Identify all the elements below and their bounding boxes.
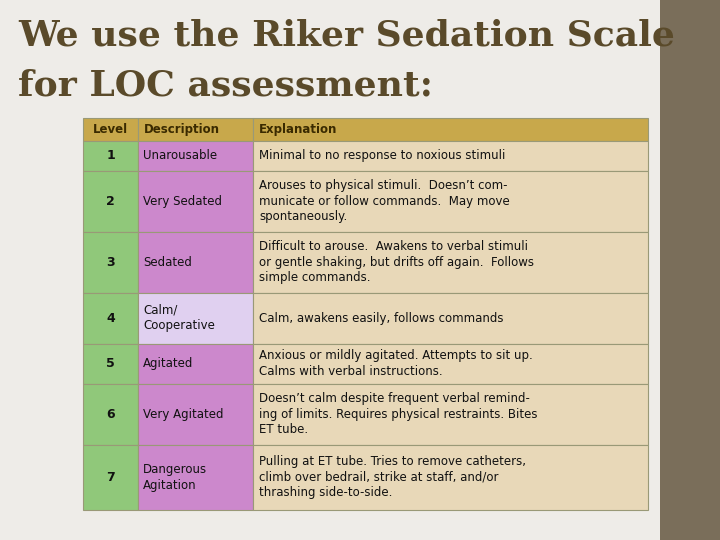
Bar <box>138 171 253 232</box>
Bar <box>253 171 648 232</box>
Text: Unarousable: Unarousable <box>143 150 217 163</box>
Bar <box>83 232 138 293</box>
Text: Description: Description <box>144 123 220 136</box>
Bar <box>253 444 648 510</box>
Text: Arouses to physical stimuli.  Doesn’t com-
municate or follow commands.  May mov: Arouses to physical stimuli. Doesn’t com… <box>259 179 510 223</box>
Bar <box>83 118 138 141</box>
Text: Sedated: Sedated <box>143 256 192 269</box>
Bar <box>83 293 138 343</box>
Text: Pulling at ET tube. Tries to remove catheters,
climb over bedrail, strike at sta: Pulling at ET tube. Tries to remove cath… <box>259 455 526 500</box>
Bar <box>138 343 253 383</box>
Text: Difficult to arouse.  Awakens to verbal stimuli
or gentle shaking, but drifts of: Difficult to arouse. Awakens to verbal s… <box>259 240 534 285</box>
Bar <box>138 383 253 444</box>
Bar <box>83 383 138 444</box>
Text: Doesn’t calm despite frequent verbal remind-
ing of limits. Requires physical re: Doesn’t calm despite frequent verbal rem… <box>259 392 538 436</box>
Bar <box>83 141 138 171</box>
Bar <box>138 232 253 293</box>
Text: Minimal to no response to noxious stimuli: Minimal to no response to noxious stimul… <box>259 150 505 163</box>
Text: 3: 3 <box>106 256 114 269</box>
Bar <box>138 141 253 171</box>
Bar <box>138 293 253 343</box>
Text: 7: 7 <box>106 471 115 484</box>
Text: Level: Level <box>93 123 128 136</box>
Text: Very Sedated: Very Sedated <box>143 195 222 208</box>
Text: 2: 2 <box>106 195 115 208</box>
Text: Agitated: Agitated <box>143 357 194 370</box>
Bar <box>253 118 648 141</box>
Text: Explanation: Explanation <box>259 123 338 136</box>
Bar <box>253 141 648 171</box>
Text: 1: 1 <box>106 150 115 163</box>
Text: Anxious or mildly agitated. Attempts to sit up.
Calms with verbal instructions.: Anxious or mildly agitated. Attempts to … <box>259 349 533 378</box>
Text: Calm/
Cooperative: Calm/ Cooperative <box>143 304 215 333</box>
Text: Calm, awakens easily, follows commands: Calm, awakens easily, follows commands <box>259 312 503 325</box>
Bar <box>660 0 720 540</box>
Bar <box>253 293 648 343</box>
Text: Dangerous
Agitation: Dangerous Agitation <box>143 463 207 491</box>
Bar <box>83 171 138 232</box>
Text: 5: 5 <box>106 357 115 370</box>
Bar <box>138 118 253 141</box>
Bar <box>83 444 138 510</box>
Text: 4: 4 <box>106 312 115 325</box>
Bar <box>83 343 138 383</box>
Bar <box>138 444 253 510</box>
Text: 6: 6 <box>106 408 114 421</box>
Text: for LOC assessment:: for LOC assessment: <box>18 68 433 102</box>
Bar <box>253 383 648 444</box>
Text: Very Agitated: Very Agitated <box>143 408 223 421</box>
Bar <box>253 343 648 383</box>
Bar <box>253 232 648 293</box>
Text: We use the Riker Sedation Scale: We use the Riker Sedation Scale <box>18 18 675 52</box>
